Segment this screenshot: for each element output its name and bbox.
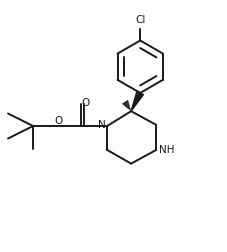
Text: O: O: [81, 98, 89, 108]
Text: N: N: [97, 120, 105, 130]
Text: NH: NH: [158, 145, 173, 155]
Polygon shape: [131, 91, 143, 111]
Text: O: O: [54, 116, 62, 126]
Text: Cl: Cl: [134, 15, 145, 25]
